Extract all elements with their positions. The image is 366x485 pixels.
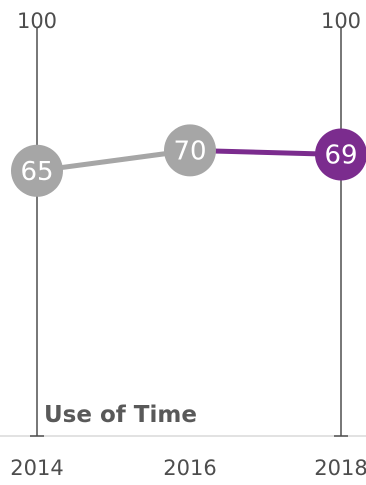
data-point (11, 144, 63, 197)
right-axis-max-label: 100 (321, 9, 361, 33)
x-tick-label: 2016 (163, 456, 216, 480)
data-label: 70 (173, 136, 206, 166)
x-axis-ticks: 2014 2016 2018 (10, 456, 366, 480)
data-label: 65 (20, 157, 53, 187)
series-points: 65 70 69 (11, 124, 366, 197)
data-point (315, 128, 366, 181)
x-tick-label: 2018 (314, 456, 366, 480)
x-tick-label: 2014 (10, 456, 63, 480)
data-label: 69 (324, 140, 357, 170)
left-axis-max-label: 100 (17, 9, 57, 33)
data-point (164, 124, 216, 177)
chart-title: Use of Time (44, 402, 197, 428)
